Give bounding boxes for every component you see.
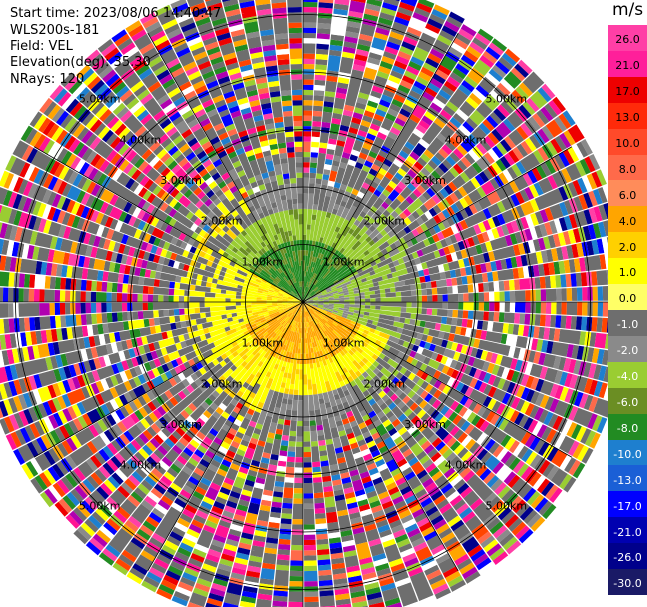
range-label: 2.00km [201, 377, 243, 390]
range-label: 5.00km [79, 93, 121, 106]
range-label: 5.00km [486, 93, 528, 106]
field-label: Field: VEL [10, 39, 73, 54]
colorbar-segment [608, 387, 647, 415]
colorbar-segment [608, 465, 647, 492]
range-label: 3.00km [160, 174, 202, 187]
velocity-gate-group [13, 0, 617, 607]
range-label: 4.00km [120, 133, 162, 146]
colorbar-segment [608, 335, 647, 363]
range-label: 1.00km [323, 337, 365, 350]
elevation-label: Elevation(deg): 35.30 [10, 55, 151, 70]
range-label: 1.00km [242, 337, 284, 350]
range-label: 4.00km [120, 459, 162, 472]
colorbar-segment [608, 310, 647, 337]
colorbar-segment [608, 491, 647, 518]
colorbar-segment [608, 102, 647, 130]
colorbar-segment [608, 284, 647, 311]
colorbar-tick-label: -10.0 [613, 447, 642, 461]
colorbar-tick-label: 6.0 [618, 188, 637, 202]
colorbar-segment [608, 413, 647, 441]
azimuth-spoke [147, 32, 304, 303]
colorbar-segment [608, 154, 647, 181]
azimuth-spoke [302, 301, 459, 572]
colorbar-segment [608, 128, 647, 156]
range-label: 4.00km [445, 459, 487, 472]
colorbar-tick-label: -30.0 [613, 577, 642, 591]
colorbar-tick-label: 26.0 [615, 33, 640, 47]
colorbar-tick-label: 13.0 [615, 110, 640, 124]
velocity-gate-group [0, 0, 617, 607]
colorbar-segment [608, 206, 647, 233]
colorbar-segment [608, 25, 647, 52]
colorbar-tick-label: -1.0 [616, 318, 639, 332]
colorbar-segment [608, 76, 647, 104]
colorbar-tick-label: 1.0 [618, 266, 637, 280]
azimuth-spokes [0, 0, 614, 607]
nrays-label: NRays: 120 [10, 72, 85, 87]
colorbar-segment [608, 543, 647, 570]
range-label: 3.00km [404, 174, 446, 187]
range-labels: 1.00km 1.00km 1.00km 1.00km 2.00km 2.00km 2.00… [79, 93, 527, 513]
colorbar-tick-label: -8.0 [616, 421, 639, 435]
velocity-gate-group [0, 0, 629, 607]
azimuth-spoke [33, 301, 304, 458]
range-label: 3.00km [160, 418, 202, 431]
colorbar-tick-label: 0.0 [618, 292, 637, 306]
start-time-label: Start time: 2023/08/06 14:40:47 [10, 6, 222, 21]
colorbar-tick-label: -17.0 [613, 499, 642, 513]
colorbar-segment [608, 569, 647, 596]
range-label: 2.00km [364, 215, 406, 228]
colorbar-segment [608, 517, 647, 544]
colorbar-tick-label: -2.0 [616, 344, 639, 358]
azimuth-spoke [302, 32, 459, 303]
range-label: 3.00km [404, 418, 446, 431]
velocity-gate-group [0, 0, 607, 607]
colorbar-tick-label: -4.0 [616, 370, 639, 384]
colorbar-tick-label: 17.0 [615, 85, 640, 99]
range-label: 2.00km [364, 377, 406, 390]
colorbar-segment [608, 180, 647, 207]
colorbar-tick-label: -26.0 [613, 551, 642, 565]
colorbar-tick-label: 10.0 [615, 136, 640, 150]
colorbar-tick-label: -21.0 [613, 525, 642, 539]
range-label: 5.00km [79, 499, 121, 512]
colorbar-tick-label: 21.0 [615, 59, 640, 73]
colorbar: 26.0 21.0 17.0 13.0 10.0 8.0 6.0 4.0 2.0 1.0 0.0 -1… [608, 25, 647, 596]
range-label: 1.00km [323, 255, 365, 268]
colorbar-tick-label: 2.0 [618, 240, 637, 254]
colorbar-unit: m/s [612, 0, 644, 20]
range-label: 1.00km [242, 255, 284, 268]
azimuth-spoke [147, 301, 304, 572]
azimuth-spoke [302, 146, 573, 303]
colorbar-segment [608, 50, 647, 78]
range-label: 2.00km [201, 215, 243, 228]
colorbar-segment [608, 361, 647, 389]
colorbar-tick-label: 4.0 [618, 214, 637, 228]
colorbar-segment [608, 258, 647, 285]
colorbar-tick-label: 8.0 [618, 162, 637, 176]
azimuth-spoke [33, 146, 304, 303]
velocity-gates [0, 0, 629, 607]
colorbar-segment [608, 439, 647, 466]
range-label: 5.00km [486, 499, 528, 512]
azimuth-spoke [302, 301, 573, 458]
range-label: 4.00km [445, 133, 487, 146]
colorbar-segment [608, 232, 647, 259]
colorbar-tick-label: -6.0 [616, 395, 639, 409]
colorbar-tick-label: -13.0 [613, 473, 642, 487]
station-label: WLS200s-181 [10, 23, 100, 38]
